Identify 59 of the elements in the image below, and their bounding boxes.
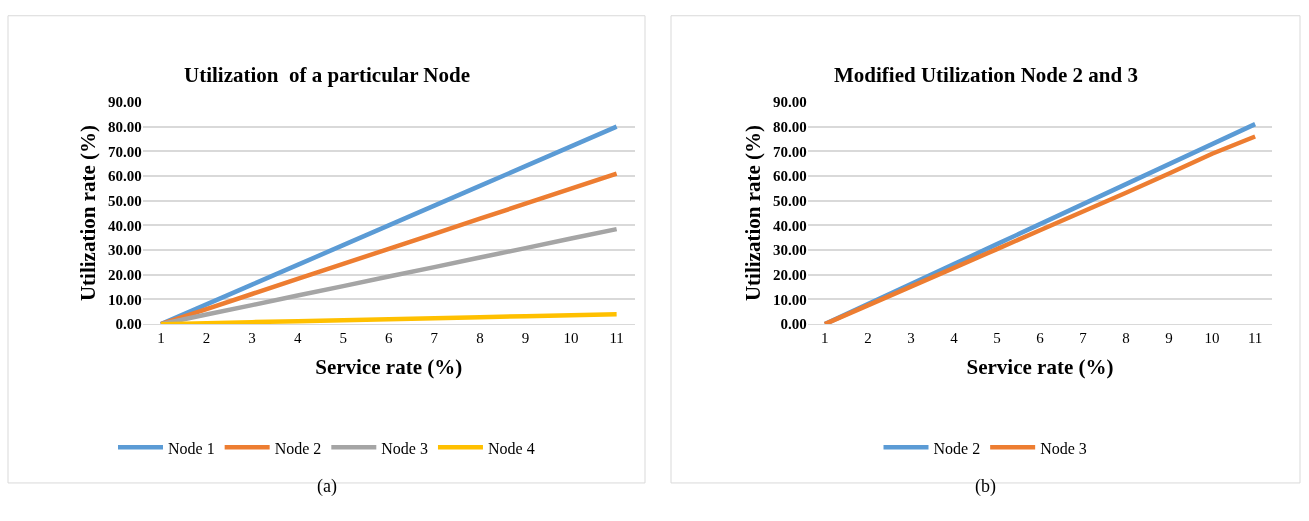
y-tick-label: 60.00 [772, 168, 807, 185]
y-tick-label: 20.00 [772, 267, 807, 283]
x-tick-label: 6 [1036, 330, 1045, 347]
x-tick-label: 9 [1165, 330, 1173, 347]
chart-title: Modified Utilization Node 2 and 3 [834, 63, 1138, 87]
y-tick-label: 80.00 [107, 118, 142, 135]
x-tick-label: 11 [1247, 330, 1263, 347]
y-tick-label: 10.00 [107, 291, 142, 308]
y-axis-title: Utilization rate (%) [76, 124, 101, 302]
y-tick-label: 50.00 [107, 192, 142, 209]
x-tick-label: 9 [521, 330, 530, 347]
y-tick-label: 10.00 [772, 291, 807, 308]
x-tick-label: 8 [476, 330, 484, 347]
text: (a) [317, 476, 337, 497]
x-tick-label: 5 [993, 330, 1001, 347]
y-tick-label: 0.00 [780, 316, 807, 333]
y-axis-title: Utilization rate (%) [741, 124, 766, 302]
text: (b) [975, 476, 996, 497]
y-tick-label: 40.00 [107, 217, 142, 234]
x-tick-label: 2 [202, 330, 211, 347]
y-tick-label: 50.00 [772, 192, 807, 209]
x-tick-label: 10 [563, 330, 579, 347]
line-series [158, 312, 619, 325]
y-tick-label: 90.00 [772, 94, 807, 111]
x-tick-label: 11 [609, 330, 624, 347]
x-tick-label: 3 [248, 330, 256, 347]
x-tick-label: 1 [157, 330, 165, 347]
line-series [158, 124, 619, 325]
y-tick-label: 0.00 [115, 316, 142, 333]
legend-label: Node 4 [487, 439, 535, 457]
x-tick-label: 10 [1204, 330, 1220, 347]
x-tick-label: 1 [821, 330, 829, 347]
legend-label: Node 3 [381, 439, 428, 457]
x-axis-title: Service rate (%) [315, 355, 463, 380]
legend-label: Node 2 [933, 439, 981, 457]
y-tick-label: 40.00 [772, 217, 807, 234]
x-tick-label: 6 [385, 330, 394, 347]
y-tick-label: 70.00 [772, 143, 807, 160]
chart-title: Utilization of a particular Node [184, 63, 471, 87]
x-tick-label: 8 [1122, 330, 1130, 347]
x-tick-label: 4 [950, 330, 959, 347]
y-tick-label: 80.00 [772, 118, 807, 135]
x-tick-label: 4 [293, 330, 302, 347]
x-axis-title: Service rate (%) [966, 355, 1114, 380]
x-tick-label: 2 [864, 330, 872, 347]
y-tick-label: 20.00 [107, 267, 142, 283]
legend-label: Node 2 [274, 439, 322, 457]
y-tick-label: 90.00 [107, 94, 142, 111]
legend-label: Node 1 [168, 439, 215, 457]
y-tick-label: 30.00 [772, 242, 807, 259]
legend-label: Node 3 [1040, 439, 1087, 457]
y-tick-label: 30.00 [107, 242, 142, 259]
y-tick-label: 60.00 [107, 168, 142, 185]
y-tick-label: 70.00 [107, 143, 142, 160]
x-tick-label: 7 [430, 330, 439, 347]
x-tick-label: 7 [1079, 330, 1088, 347]
x-tick-label: 5 [339, 330, 347, 347]
x-tick-label: 3 [907, 330, 915, 347]
line-series [158, 171, 619, 325]
